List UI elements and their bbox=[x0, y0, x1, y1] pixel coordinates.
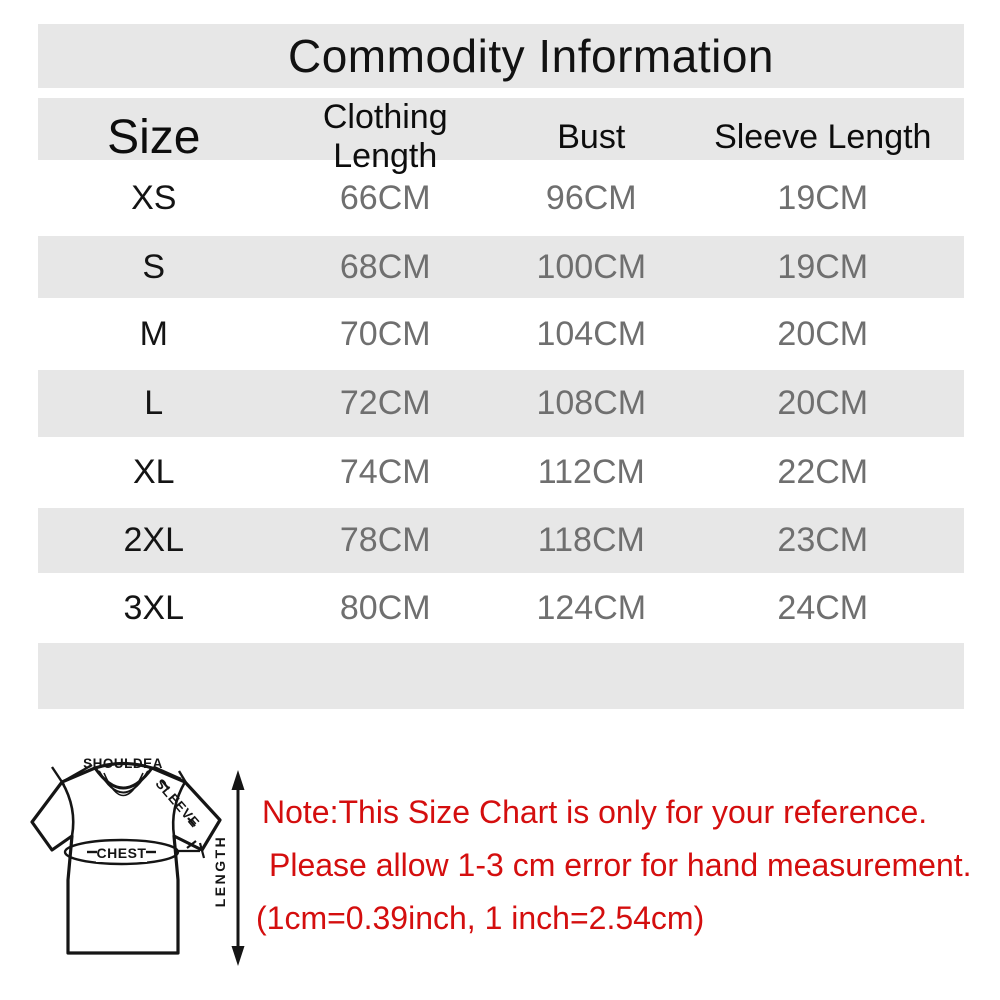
clothing-length-value: 66CM bbox=[339, 178, 431, 217]
size-label: XL bbox=[132, 453, 175, 491]
table-row: M 70CM 104CM 20CM bbox=[38, 298, 964, 370]
table-row: 3XL 80CM 124CM 24CM bbox=[38, 573, 964, 643]
bust-value: 108CM bbox=[536, 384, 647, 422]
note-line-1: Note:This Size Chart is only for your re… bbox=[262, 794, 928, 830]
bust-value: 118CM bbox=[537, 521, 645, 559]
sleeve-trailing-dash bbox=[187, 817, 196, 827]
bust-value: 104CM bbox=[536, 314, 647, 353]
size-label: L bbox=[144, 384, 164, 422]
column-header-bust: Bust bbox=[557, 117, 626, 156]
collar-inner-arc bbox=[98, 770, 149, 794]
sleeve-length-value: 20CM bbox=[777, 314, 869, 353]
bust-value: 112CM bbox=[537, 453, 645, 491]
sleeve-length-value: 20CM bbox=[777, 384, 869, 422]
column-header-clothing-length: Clothing Length bbox=[322, 98, 448, 175]
bust-value: 100CM bbox=[536, 247, 647, 286]
page-title: Commodity Information bbox=[38, 24, 964, 88]
size-label: 2XL bbox=[123, 521, 185, 559]
note-line-2: Please allow 1-3 cm error for hand measu… bbox=[269, 847, 972, 883]
sleeve-end-tick bbox=[186, 840, 197, 849]
length-arrow-bottom-head bbox=[231, 946, 245, 966]
length-label: LENGTH bbox=[212, 835, 228, 908]
shoulder-label: SHOULDEA bbox=[83, 756, 163, 771]
left-armhole-seam bbox=[60, 781, 75, 837]
sleeve-leading-dash bbox=[161, 780, 170, 790]
shoulder-right-tick bbox=[177, 770, 190, 787]
size-label: S bbox=[142, 247, 166, 286]
table-row: XS 66CM 96CM 19CM bbox=[38, 160, 964, 236]
sleeve-length-value: 24CM bbox=[777, 588, 869, 627]
tshirt-measurement-diagram: CHEST SHOULDEA SLEEVE LENGTH bbox=[30, 756, 245, 966]
sleeve-length-value: 23CM bbox=[777, 521, 869, 559]
size-label: XS bbox=[131, 178, 177, 217]
column-header-sleeve-length: Sleeve Length bbox=[714, 117, 932, 156]
chest-label: CHEST bbox=[97, 845, 147, 861]
table-header-row: Size Clothing Length Bust Sleeve Length bbox=[38, 98, 964, 175]
clothing-length-value: 74CM bbox=[339, 453, 431, 491]
size-note: Note:This Size Chart is only for your re… bbox=[256, 786, 972, 945]
length-arrow-top-head bbox=[231, 770, 245, 790]
table-row: XL 74CM 112CM 22CM bbox=[38, 437, 964, 508]
size-label: M bbox=[139, 314, 168, 353]
size-table-body: XS 66CM 96CM 19CM S 68CM 100CM 19CM M 70… bbox=[38, 160, 964, 709]
clothing-length-value: 70CM bbox=[339, 314, 431, 353]
table-row: L 72CM 108CM 20CM bbox=[38, 370, 964, 437]
sleeve-length-value: 22CM bbox=[777, 453, 869, 491]
sleeve-length-value: 19CM bbox=[777, 247, 869, 286]
clothing-length-value: 80CM bbox=[339, 588, 431, 627]
bust-value: 96CM bbox=[545, 178, 637, 217]
shoulder-left-line bbox=[61, 763, 93, 784]
table-row: 2XL 78CM 118CM 23CM bbox=[38, 508, 964, 573]
table-row-empty bbox=[38, 643, 964, 709]
table-row: S 68CM 100CM 19CM bbox=[38, 236, 964, 298]
clothing-length-value: 72CM bbox=[339, 384, 431, 422]
collar-inner-arc-2 bbox=[103, 772, 144, 797]
clothing-length-value: 78CM bbox=[339, 521, 431, 559]
column-header-size: Size bbox=[107, 110, 201, 164]
note-line-3: (1cm=0.39inch, 1 inch=2.54cm) bbox=[256, 900, 705, 936]
chest-extension-tick bbox=[198, 842, 206, 859]
sleeve-length-value: 19CM bbox=[777, 178, 869, 217]
right-armhole-seam bbox=[171, 781, 187, 837]
clothing-length-value: 68CM bbox=[339, 247, 431, 286]
size-label: 3XL bbox=[123, 588, 185, 627]
chest-label-mask bbox=[96, 843, 147, 862]
bust-value: 124CM bbox=[536, 588, 647, 627]
shoulder-right-line bbox=[153, 765, 182, 781]
